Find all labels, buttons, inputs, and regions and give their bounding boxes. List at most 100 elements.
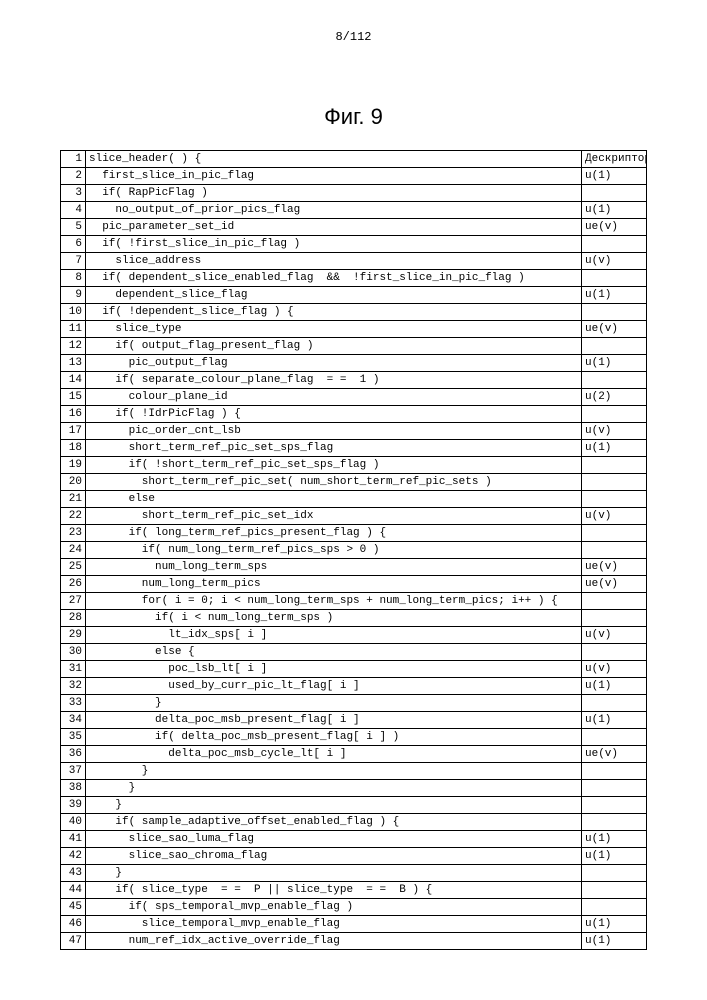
row-number: 15 (61, 389, 86, 406)
row-descriptor: u(v) (582, 253, 647, 270)
row-descriptor (582, 270, 647, 287)
row-descriptor: u(v) (582, 423, 647, 440)
row-code: if( output_flag_present_flag ) (86, 338, 582, 355)
row-code: } (86, 695, 582, 712)
row-descriptor (582, 865, 647, 882)
table-row: 5 pic_parameter_set_idue(v) (61, 219, 647, 236)
row-descriptor: u(1) (582, 712, 647, 729)
row-number: 40 (61, 814, 86, 831)
row-descriptor (582, 236, 647, 253)
row-descriptor (582, 695, 647, 712)
header-code: slice_header( ) { (86, 151, 582, 168)
table-row: 2 first_slice_in_pic_flagu(1) (61, 168, 647, 185)
row-code: pic_parameter_set_id (86, 219, 582, 236)
row-code: poc_lsb_lt[ i ] (86, 661, 582, 678)
row-code: pic_order_cnt_lsb (86, 423, 582, 440)
row-number: 33 (61, 695, 86, 712)
row-number: 7 (61, 253, 86, 270)
row-number: 47 (61, 933, 86, 950)
row-number: 22 (61, 508, 86, 525)
row-descriptor: u(2) (582, 389, 647, 406)
row-number: 5 (61, 219, 86, 236)
row-number: 26 (61, 576, 86, 593)
row-code: if( RapPicFlag ) (86, 185, 582, 202)
table-row: 24 if( num_long_term_ref_pics_sps > 0 ) (61, 542, 647, 559)
table-row: 19 if( !short_term_ref_pic_set_sps_flag … (61, 457, 647, 474)
table-row: 15 colour_plane_idu(2) (61, 389, 647, 406)
row-number: 14 (61, 372, 86, 389)
row-descriptor (582, 882, 647, 899)
row-descriptor (582, 610, 647, 627)
row-number: 44 (61, 882, 86, 899)
row-code: if( !short_term_ref_pic_set_sps_flag ) (86, 457, 582, 474)
row-number: 42 (61, 848, 86, 865)
row-number: 19 (61, 457, 86, 474)
table-row: 11 slice_typeue(v) (61, 321, 647, 338)
table-row: 45 if( sps_temporal_mvp_enable_flag ) (61, 899, 647, 916)
row-code: short_term_ref_pic_set( num_short_term_r… (86, 474, 582, 491)
row-code: delta_poc_msb_present_flag[ i ] (86, 712, 582, 729)
row-number: 28 (61, 610, 86, 627)
table-row: 38 } (61, 780, 647, 797)
row-code: if( !IdrPicFlag ) { (86, 406, 582, 423)
table-row: 13 pic_output_flagu(1) (61, 355, 647, 372)
table-row: 16 if( !IdrPicFlag ) { (61, 406, 647, 423)
table-row: 36 delta_poc_msb_cycle_lt[ i ]ue(v) (61, 746, 647, 763)
table-row: 8 if( dependent_slice_enabled_flag && !f… (61, 270, 647, 287)
row-number: 36 (61, 746, 86, 763)
row-code: if( delta_poc_msb_present_flag[ i ] ) (86, 729, 582, 746)
row-code: if( num_long_term_ref_pics_sps > 0 ) (86, 542, 582, 559)
table-row: 22 short_term_ref_pic_set_idxu(v) (61, 508, 647, 525)
row-code: first_slice_in_pic_flag (86, 168, 582, 185)
row-code: if( separate_colour_plane_flag = = 1 ) (86, 372, 582, 389)
row-number: 13 (61, 355, 86, 372)
row-code: pic_output_flag (86, 355, 582, 372)
row-code: slice_sao_chroma_flag (86, 848, 582, 865)
row-number: 21 (61, 491, 86, 508)
row-number: 20 (61, 474, 86, 491)
row-code: else { (86, 644, 582, 661)
row-code: if( sps_temporal_mvp_enable_flag ) (86, 899, 582, 916)
row-descriptor: ue(v) (582, 559, 647, 576)
row-descriptor: ue(v) (582, 746, 647, 763)
row-number: 25 (61, 559, 86, 576)
row-descriptor (582, 593, 647, 610)
row-number: 17 (61, 423, 86, 440)
table-row: 29 lt_idx_sps[ i ]u(v) (61, 627, 647, 644)
row-code: if( long_term_ref_pics_present_flag ) { (86, 525, 582, 542)
row-descriptor: ue(v) (582, 576, 647, 593)
row-code: if( dependent_slice_enabled_flag && !fir… (86, 270, 582, 287)
row-code: used_by_curr_pic_lt_flag[ i ] (86, 678, 582, 695)
row-code: short_term_ref_pic_set_sps_flag (86, 440, 582, 457)
row-code: dependent_slice_flag (86, 287, 582, 304)
row-descriptor (582, 457, 647, 474)
row-descriptor: u(v) (582, 508, 647, 525)
row-code: num_long_term_sps (86, 559, 582, 576)
row-number: 35 (61, 729, 86, 746)
row-number: 45 (61, 899, 86, 916)
table-row: 37 } (61, 763, 647, 780)
row-descriptor: u(1) (582, 916, 647, 933)
row-descriptor: ue(v) (582, 219, 647, 236)
table-row: 44 if( slice_type = = P || slice_type = … (61, 882, 647, 899)
row-descriptor: u(1) (582, 202, 647, 219)
row-number: 27 (61, 593, 86, 610)
table-row: 33 } (61, 695, 647, 712)
row-descriptor: u(1) (582, 287, 647, 304)
row-code: slice_type (86, 321, 582, 338)
row-number: 43 (61, 865, 86, 882)
row-code: else (86, 491, 582, 508)
table-row: 6 if( !first_slice_in_pic_flag ) (61, 236, 647, 253)
row-descriptor (582, 729, 647, 746)
table-row: 47 num_ref_idx_active_override_flagu(1) (61, 933, 647, 950)
row-number: 11 (61, 321, 86, 338)
row-number: 6 (61, 236, 86, 253)
table-row: 7 slice_addressu(v) (61, 253, 647, 270)
row-code: } (86, 780, 582, 797)
table-row: 46 slice_temporal_mvp_enable_flagu(1) (61, 916, 647, 933)
table-row: 39 } (61, 797, 647, 814)
header-num: 1 (61, 151, 86, 168)
row-descriptor: u(1) (582, 168, 647, 185)
row-code: slice_address (86, 253, 582, 270)
table-row: 31 poc_lsb_lt[ i ]u(v) (61, 661, 647, 678)
